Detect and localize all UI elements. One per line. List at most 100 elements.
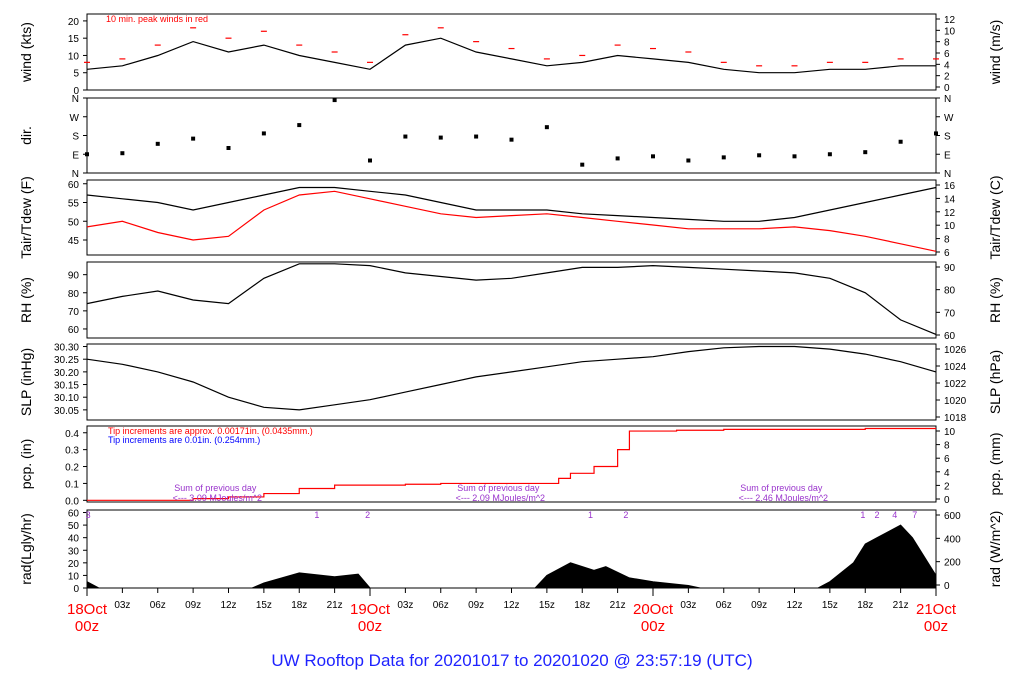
temp-frame — [86, 179, 937, 256]
x-day-label: 19Oct — [350, 601, 391, 618]
rad-marker: 7 — [912, 510, 917, 520]
rh-frame — [86, 261, 937, 339]
pcp-right-tick-label: 6 — [944, 454, 950, 465]
wind-right-tick-label: 2 — [944, 72, 950, 83]
pcp-note: Tip increments are 0.01in. (0.254mm.) — [108, 435, 260, 445]
rad-marker: 2 — [623, 510, 628, 520]
temp-right-tick-label: 10 — [944, 221, 956, 232]
x-day-label: 18Oct — [67, 601, 108, 618]
rad-left-tick-label: 60 — [68, 509, 80, 520]
x-day-zulu: 00z — [75, 618, 99, 635]
temp-left-tick-label: 60 — [68, 180, 80, 191]
slp-right-tick-label: 1024 — [944, 362, 967, 373]
x-axis: 03z 06z 09z 12z 15z 18z 21z 03z 06z 09z 12z 15z 18z 2… — [67, 588, 957, 635]
dir-point — [792, 154, 797, 159]
panels-group: wind (kts) wind (m/s)0510152002468101210 … — [18, 13, 1003, 595]
x-day-label: 21Oct — [916, 601, 957, 618]
dir-point — [191, 136, 196, 141]
slp-series-0 — [86, 345, 937, 411]
dir-right-tick-label: N — [944, 94, 951, 105]
dir-point — [368, 158, 372, 163]
dir-point — [757, 153, 762, 158]
slp-ylabel-right: SLP (hPa) — [987, 350, 1003, 414]
temp-ylabel-left: Tair/Tdew (F) — [18, 176, 34, 258]
pcp-right-tick-label: 0 — [944, 495, 950, 506]
rad-sum-note: Sum of previous day — [740, 483, 823, 493]
pcp-left-tick-label: 0.1 — [65, 479, 79, 490]
dir-point — [120, 151, 125, 156]
dir-point — [898, 139, 903, 144]
rad-ylabel-left: rad(Lgly/hr) — [18, 513, 34, 585]
rad-marker: 3 — [86, 510, 91, 520]
dir-point — [226, 146, 231, 150]
x-hour-label: 21z — [893, 600, 909, 611]
x-hour-label: 03z — [114, 600, 130, 611]
dir-point — [827, 152, 832, 157]
dir-point — [261, 131, 266, 136]
x-hour-label: 12z — [503, 600, 519, 611]
panel-dir: dir.N NW WS SE EN N — [18, 94, 954, 180]
dir-point — [934, 131, 938, 136]
pcp-ylabel-left: pcp. (in) — [18, 439, 34, 490]
dir-point — [332, 98, 337, 103]
panel-wind: wind (kts) wind (m/s)0510152002468101210 … — [18, 13, 1003, 97]
dir-right-tick-label: N — [944, 169, 951, 180]
rh-ylabel-right: RH (%) — [987, 277, 1003, 323]
wind-series-0 — [86, 37, 936, 74]
wind-left-tick-label: 10 — [68, 51, 80, 62]
wind-right-tick-label: 8 — [944, 38, 950, 49]
panel-rh: RH (%) RH (%) 60 70 80 90 60 70 80 90 — [18, 261, 1003, 342]
rh-left-tick-label: 80 — [68, 289, 80, 300]
wind-right-tick-label: 12 — [944, 15, 956, 26]
dir-ylabel-left: dir. — [18, 126, 34, 145]
dir-left-tick-label: N — [72, 169, 79, 180]
x-day-label: 20Oct — [633, 601, 674, 618]
dir-left-tick-label: W — [70, 113, 80, 124]
slp-right-tick-label: 1018 — [944, 413, 967, 424]
rad-area — [86, 524, 937, 589]
pcp-note: Tip increments are approx. 0.00171in. (0… — [108, 426, 313, 436]
wind-annotation: 10 min. peak winds in red — [106, 14, 208, 24]
dir-right-tick-label: E — [944, 150, 951, 161]
rh-right-tick-label: 80 — [944, 286, 956, 297]
pcp-left-tick-label: 0.4 — [65, 429, 79, 440]
rad-marker: 1 — [314, 510, 319, 520]
rh-right-tick-label: 90 — [944, 263, 956, 274]
rh-left-tick-label: 70 — [68, 307, 80, 318]
slp-left-tick-label: 30.25 — [54, 355, 79, 366]
temp-right-tick-label: 8 — [944, 235, 950, 246]
temp-left-tick-label: 55 — [68, 199, 80, 210]
rh-right-tick-label: 60 — [944, 331, 956, 342]
rad-left-tick-label: 10 — [68, 571, 80, 582]
temp-right-tick-label: 16 — [944, 181, 956, 192]
x-hour-label: 18z — [574, 600, 590, 611]
chart-footer: UW Rooftop Data for 20201017 to 20201020… — [271, 651, 752, 670]
rad-marker: 1 — [588, 510, 593, 520]
pcp-frame — [86, 425, 937, 503]
pcp-left-tick-label: 0.2 — [65, 463, 79, 474]
pcp-line — [87, 427, 936, 501]
pcp-right-tick-label: 2 — [944, 481, 950, 492]
dir-frame — [86, 97, 937, 174]
dir-left-tick-label: S — [72, 132, 79, 143]
slp-right-tick-label: 1022 — [944, 379, 967, 390]
temp-right-tick-label: 14 — [944, 194, 956, 205]
dir-right-tick-label: W — [944, 113, 954, 124]
rad-sum-note: Sum of previous day — [174, 483, 257, 493]
slp-frame — [86, 343, 937, 421]
rad-frame — [86, 509, 937, 589]
dir-point — [85, 152, 89, 157]
slp-ylabel-left: SLP (inHg) — [18, 348, 34, 416]
rad-right-tick-label: 0 — [944, 581, 950, 592]
rh-series-0 — [86, 263, 937, 335]
dir-point — [509, 137, 514, 142]
rad-sum-note: <--- 2.09 MJoules/m^2 — [456, 493, 546, 503]
wind-left-tick-label: 15 — [68, 34, 80, 45]
wind-right-tick-label: 6 — [944, 49, 950, 60]
rad-left-tick-label: 50 — [68, 521, 80, 532]
dir-point — [474, 134, 479, 139]
dir-point — [615, 156, 620, 161]
rad-marker: 2 — [875, 510, 880, 520]
dir-point — [651, 154, 655, 159]
rh-right-tick-label: 70 — [944, 308, 956, 319]
